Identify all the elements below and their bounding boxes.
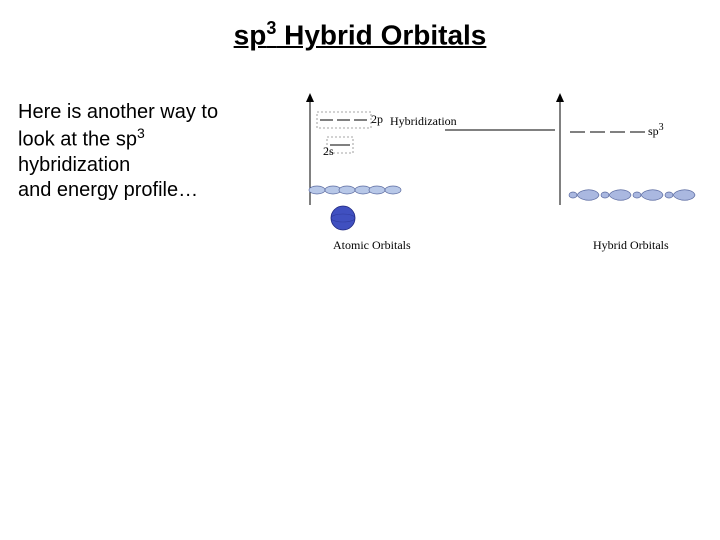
page-title: sp3 Hybrid Orbitals <box>0 18 720 51</box>
label-sp3-sup: 3 <box>659 122 664 133</box>
para-l2-sup: 3 <box>137 125 145 141</box>
label-atomic-orbitals: Atomic Orbitals <box>333 238 411 253</box>
body-text: Here is another way to look at the sp3 h… <box>18 100 218 203</box>
title-suffix: Hybrid Orbitals <box>276 19 486 50</box>
para-l2a: look at the sp <box>18 129 137 151</box>
label-sp3: sp3 <box>648 122 664 139</box>
para-l1: Here is another way to <box>18 101 218 123</box>
label-hybrid-orbitals: Hybrid Orbitals <box>593 238 669 253</box>
label-sp3-text: sp <box>648 124 659 138</box>
label-hybridization: Hybridization <box>390 114 457 129</box>
title-prefix: sp <box>234 19 267 50</box>
energy-diagram: 2p 2s Hybridization sp3 Atomic Orbitals … <box>295 90 715 270</box>
label-2p: 2p <box>371 112 383 127</box>
label-2s: 2s <box>323 144 334 159</box>
title-sup: 3 <box>266 18 276 38</box>
para-l3: hybridization <box>18 154 130 176</box>
para-l4: and energy profile… <box>18 179 198 201</box>
